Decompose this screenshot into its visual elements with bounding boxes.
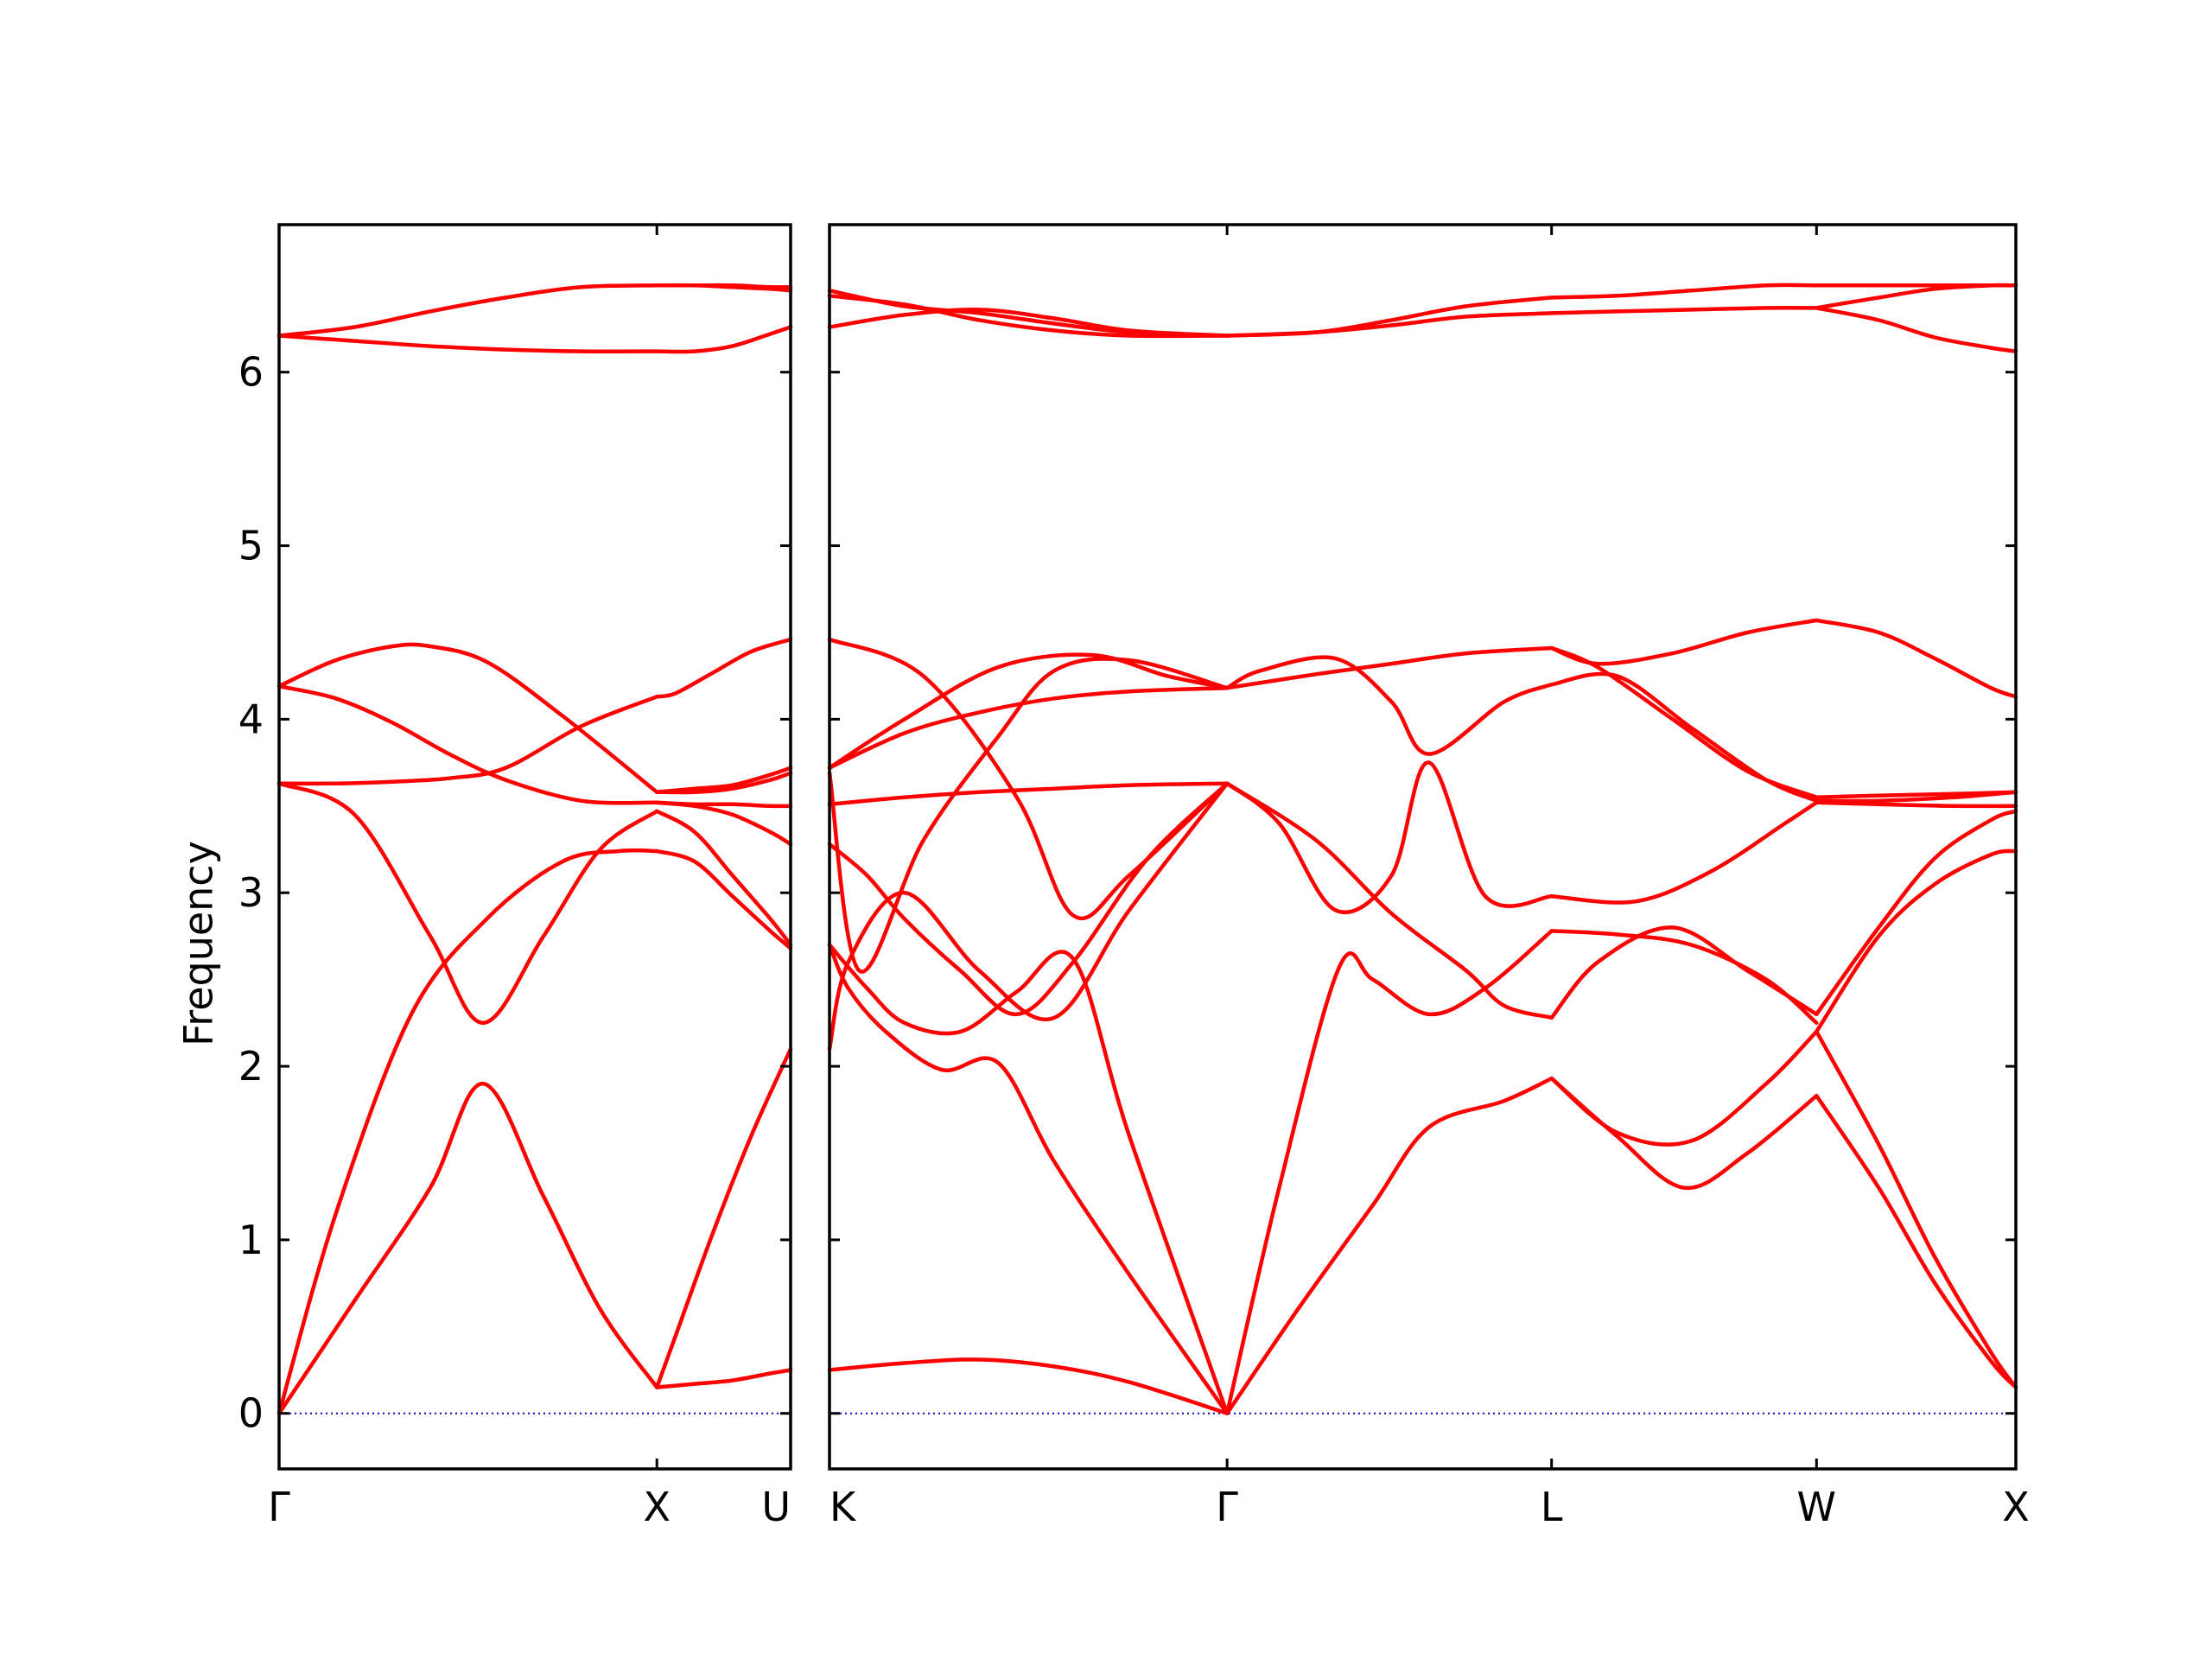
x-tick-label: Γ	[1216, 1484, 1238, 1530]
band-1-13	[1224, 1076, 1554, 1415]
band-1-4	[827, 781, 1230, 1052]
band-1-40	[1815, 283, 2018, 310]
x-tick-label: X	[2002, 1484, 2030, 1530]
band-1-15	[1224, 760, 1554, 914]
y-tick-label: 3	[238, 869, 264, 916]
plot-panels: 0 1 2 3 4 5 6 Γ X U K Γ L W X	[238, 223, 2030, 1530]
band-1-16	[1224, 781, 1554, 1020]
x-tick-label: X	[643, 1484, 671, 1530]
band-1-25	[1549, 800, 1819, 905]
band-0-13	[654, 800, 793, 847]
band-1-34	[1815, 809, 2018, 1017]
band-0-8	[654, 1368, 793, 1389]
band-1-2	[827, 943, 1230, 1415]
x-tick-label: K	[830, 1484, 857, 1530]
band-0-17	[654, 325, 793, 354]
band-1-37	[1815, 790, 2018, 800]
band-0-15	[654, 766, 793, 794]
plot-frame	[828, 223, 2018, 1471]
band-0-2	[276, 848, 659, 1415]
band-1-19	[1224, 311, 1554, 338]
y-axis-label: Frequency	[175, 841, 222, 1046]
band-1-29	[1549, 306, 1819, 315]
band-1-1	[827, 943, 1230, 1415]
band-1-35	[1815, 800, 2018, 809]
band-0-7	[276, 334, 659, 353]
y-tick-label: 5	[238, 523, 264, 569]
band-1-20	[1224, 296, 1554, 338]
band-0-11	[654, 809, 793, 947]
band-1-14	[1224, 929, 1554, 1415]
x-tick-label: L	[1541, 1484, 1563, 1530]
plot-frame	[277, 223, 792, 1471]
band-1-17	[1224, 645, 1554, 690]
band-1-32	[1815, 1029, 2018, 1389]
y-tick-label: 6	[238, 349, 264, 396]
x-tick-label: W	[1797, 1484, 1836, 1530]
band-0-1	[276, 781, 659, 1026]
y-tick-label: 4	[238, 696, 264, 742]
panel-1: 0 1 2 3 4 5 6 Γ X U	[238, 223, 793, 1530]
x-tick-label: Γ	[268, 1484, 290, 1530]
band-1-33	[1815, 849, 2018, 1034]
band-1-5	[827, 781, 1230, 807]
band-0-5	[276, 642, 659, 794]
band-1-28	[1549, 618, 1819, 666]
band-1-24	[1549, 925, 1819, 1020]
band-0-6	[276, 283, 659, 338]
y-tick-label: 0	[238, 1390, 264, 1437]
band-0-19	[654, 283, 793, 289]
band-0-16	[654, 637, 793, 699]
band-0-4	[276, 683, 659, 805]
band-0-14	[654, 771, 793, 795]
band-0-3	[276, 695, 659, 786]
band-1-31	[1815, 1093, 2018, 1389]
band-1-22	[1549, 1029, 1819, 1147]
band-0-0	[276, 1081, 659, 1415]
band-1-7	[827, 685, 1230, 770]
y-tick-label: 1	[238, 1217, 264, 1263]
band-0-10	[654, 849, 793, 950]
band-0-9	[654, 1046, 793, 1389]
band-1-0	[827, 1357, 1230, 1415]
band-1-39	[1815, 306, 2018, 353]
band-1-18	[1224, 655, 1554, 756]
band-1-30	[1549, 283, 1819, 300]
band-1-26	[1549, 671, 1819, 804]
y-tick-label: 2	[238, 1043, 264, 1090]
band-1-9	[827, 652, 1230, 770]
band-1-10	[827, 308, 1230, 338]
band-1-12	[827, 289, 1230, 338]
band-1-23	[1549, 929, 1819, 1026]
x-tick-label: U	[761, 1484, 791, 1530]
band-1-21	[1549, 1076, 1819, 1191]
band-1-38	[1815, 618, 2018, 699]
band-1-8	[827, 637, 1230, 921]
